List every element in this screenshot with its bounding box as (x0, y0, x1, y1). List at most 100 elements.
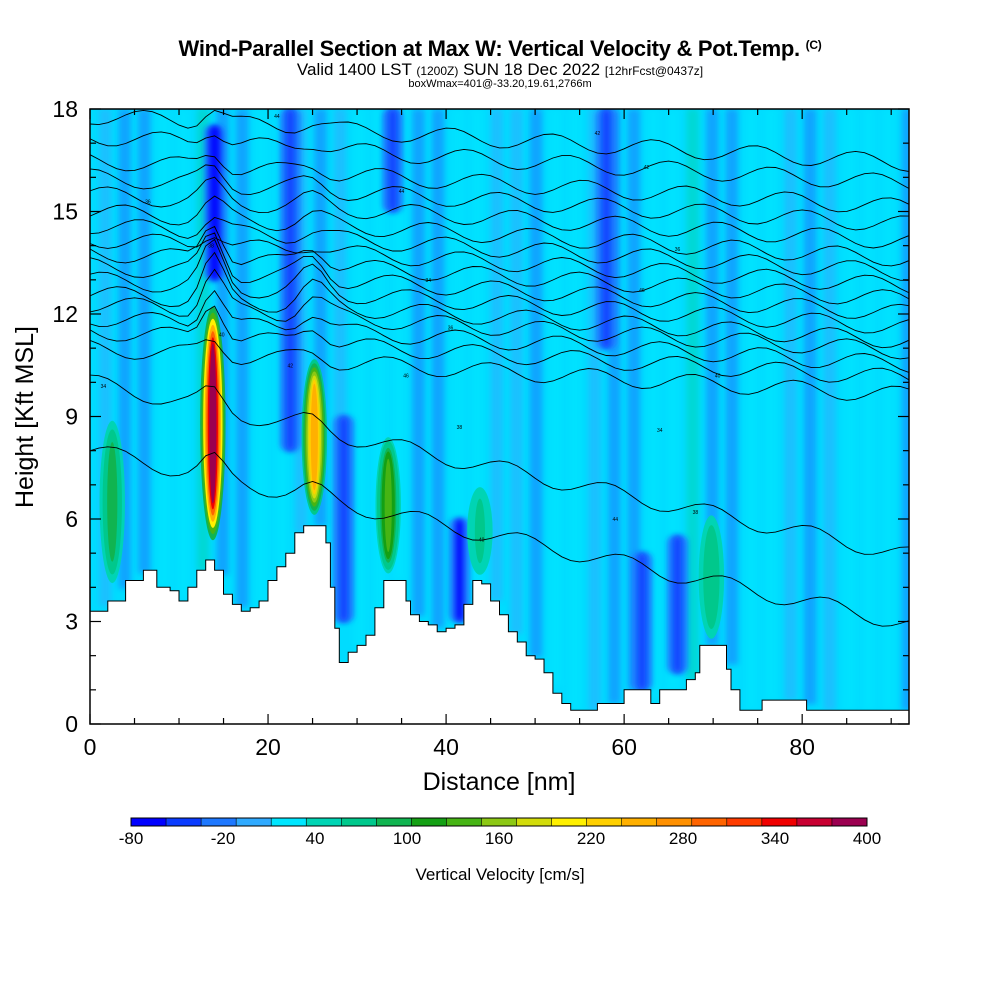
downdraft-core (449, 519, 470, 622)
colorbar-swatch (621, 818, 658, 826)
updraft-level (476, 500, 484, 561)
wind-streak (490, 109, 504, 601)
y-tick-label: 9 (65, 404, 78, 430)
colorbar-swatch (306, 818, 342, 826)
downdraft-core (382, 109, 403, 212)
isentrope-line (90, 374, 909, 555)
y-tick-label: 12 (52, 301, 78, 327)
colorbar-swatch (761, 818, 798, 826)
colorbar-frame (130, 817, 868, 827)
wind-streak (843, 109, 856, 711)
wind-streak (803, 109, 817, 705)
isentrope-line (90, 232, 909, 319)
y-tick-label: 15 (52, 199, 78, 225)
colorbar-tick-label: 400 (853, 829, 881, 848)
updraft-level (310, 383, 318, 491)
colorbar-swatch (481, 818, 518, 826)
colorbar-tick-label: 40 (306, 829, 325, 848)
y-tick-label: 0 (65, 711, 78, 737)
wind-streak (764, 109, 778, 701)
wind-streak (177, 109, 190, 599)
colorbar-tick-label: 100 (393, 829, 421, 848)
isentrope-label: 36 (675, 247, 681, 253)
colorbar-swatch (166, 818, 202, 826)
downdraft-layer (286, 109, 294, 451)
isentrope-line (90, 251, 909, 349)
colorbar-tick-label: -80 (119, 829, 144, 848)
y-axis-label: Height [Kft MSL] (11, 326, 39, 508)
x-tick-label: 0 (84, 734, 97, 760)
wind-streak (627, 109, 641, 690)
isentrope-label: 38 (693, 510, 699, 516)
colorbar-tick-label: 340 (761, 829, 789, 848)
wind-streak (529, 109, 543, 658)
isentrope-label: 36 (145, 199, 151, 205)
updraft-level (108, 446, 116, 558)
wind-streak (510, 109, 523, 634)
isentrope-line (90, 164, 909, 231)
isentrope-line (90, 176, 909, 249)
chart-subtitle: Valid 1400 LST (1200Z) SUN 18 Dec 2022 [… (0, 60, 1000, 80)
downdraft-core (333, 416, 354, 622)
colorbar-swatch (236, 818, 272, 826)
valid-utc: (1200Z) (416, 64, 459, 78)
isentrope-label: 34 (657, 428, 663, 434)
isentrope-label: 38 (208, 244, 214, 250)
y-tick-label: 6 (65, 506, 78, 532)
colorbar-swatch (656, 818, 693, 826)
y-tick-label: 3 (65, 609, 78, 635)
y-tick-label: 18 (52, 96, 78, 122)
isentrope-line (90, 446, 909, 627)
terrain-profile (89, 525, 910, 725)
valid-prefix: Valid 1400 LST (296, 60, 412, 79)
copyright-mark: (C) (805, 38, 822, 52)
colorbar-tick-label: -20 (211, 829, 236, 848)
colorbar-swatch (831, 818, 868, 826)
isentrope-label: 44 (399, 189, 405, 195)
isentrope-label: 42 (288, 363, 294, 369)
isentrope-line (90, 339, 909, 401)
colorbar-tick-label: 160 (485, 829, 513, 848)
wind-streak (138, 109, 151, 574)
colorbar-tick-label: 220 (577, 829, 605, 848)
box-info: boxWmax=401@-33.20,19.61,2766m (408, 78, 592, 90)
x-axis-label: Distance [nm] (423, 768, 576, 796)
axis-ticks (89, 108, 909, 725)
updraft-core (301, 359, 328, 515)
isentrope-label: 44 (612, 517, 618, 523)
downdraft-layer (456, 519, 463, 622)
wind-streak (157, 109, 171, 588)
updraft-level (209, 343, 217, 504)
valid-date: SUN 18 Dec 2022 (463, 60, 601, 79)
isentrope-label: 42 (595, 131, 601, 137)
downdraft-core (631, 553, 652, 690)
chart-title-text: Wind-Parallel Section at Max W: Vertical… (178, 36, 801, 61)
updraft-level (707, 534, 715, 620)
isentrope-line (90, 268, 909, 360)
isentrope-label: 36 (448, 326, 454, 332)
wind-streak (451, 109, 464, 627)
wind-streak (647, 109, 660, 699)
colorbar-swatch (516, 818, 553, 826)
wind-streak (862, 109, 876, 711)
downdraft-layer (638, 553, 646, 690)
updraft-core (698, 515, 725, 639)
wind-streak (471, 109, 484, 586)
plot-area: 34 36 38 40 42 44 46 34 36 38 40 42 44 46 34 36 38 40 42 44 (89, 108, 910, 725)
downdraft-core (280, 109, 301, 451)
colorbar-swatch (796, 818, 833, 826)
wind-streak (255, 109, 269, 604)
colorbar-swatch (201, 818, 237, 826)
wind-streak (412, 109, 425, 617)
updraft-core (375, 437, 401, 574)
downdraft-layer (211, 126, 218, 280)
isentrope-line (90, 154, 909, 213)
colorbar-tick-label: 280 (669, 829, 697, 848)
colorbar-swatch (446, 818, 482, 826)
isentrope-line (90, 225, 909, 305)
x-tick-label: 40 (433, 734, 459, 760)
wind-streak (568, 109, 582, 709)
colorbar-swatch (341, 818, 377, 826)
colorbar-swatch (411, 818, 447, 826)
